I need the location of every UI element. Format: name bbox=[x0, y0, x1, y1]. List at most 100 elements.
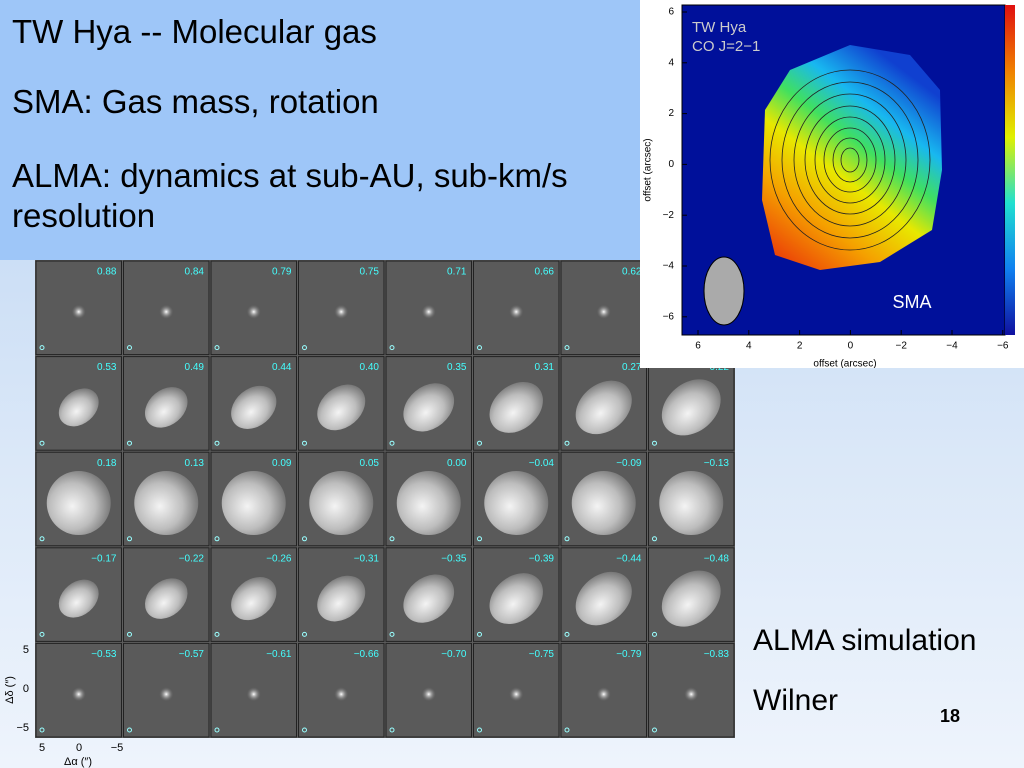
emission bbox=[659, 471, 724, 535]
velocity-label: 0.40 bbox=[360, 362, 380, 373]
beam bbox=[477, 536, 482, 542]
emission bbox=[134, 471, 199, 535]
colorbar bbox=[1005, 5, 1015, 335]
beam bbox=[39, 536, 45, 542]
emission bbox=[571, 471, 636, 535]
beam bbox=[564, 536, 570, 542]
emission bbox=[159, 687, 174, 702]
y-tick-label: 0 bbox=[23, 683, 29, 695]
page-number: 18 bbox=[940, 706, 961, 726]
side-label: Wilner bbox=[753, 684, 839, 717]
beam bbox=[652, 536, 657, 542]
y-tick-label: −2 bbox=[663, 210, 675, 221]
x-axis-label: Δα (″) bbox=[64, 756, 92, 768]
beam bbox=[39, 345, 45, 351]
emission bbox=[221, 471, 286, 535]
velocity-label: −0.53 bbox=[91, 649, 117, 660]
velocity-label: −0.83 bbox=[704, 649, 730, 660]
title-line: TW Hya -- Molecular gas bbox=[12, 13, 377, 50]
velocity-label: 0.75 bbox=[360, 267, 380, 278]
velocity-label: −0.66 bbox=[354, 649, 380, 660]
beam bbox=[652, 727, 657, 733]
emission bbox=[509, 687, 524, 702]
beam bbox=[302, 345, 307, 351]
velocity-label: −0.75 bbox=[529, 649, 555, 660]
y-tick-label: −4 bbox=[663, 261, 675, 272]
y-axis-label: offset (arcsec) bbox=[643, 138, 654, 201]
beam bbox=[214, 345, 220, 351]
y-tick-label: 0 bbox=[668, 159, 674, 170]
emission bbox=[317, 384, 366, 431]
emission bbox=[246, 304, 261, 319]
x-tick-label: −6 bbox=[997, 341, 1009, 352]
title-line: SMA: Gas mass, rotation bbox=[12, 83, 379, 120]
y-tick-label: 6 bbox=[668, 7, 674, 18]
beam bbox=[127, 345, 132, 351]
beam bbox=[39, 727, 45, 733]
x-tick-label: 5 bbox=[39, 742, 45, 754]
velocity-label: 0.62 bbox=[622, 267, 642, 278]
emission bbox=[58, 388, 99, 427]
beam bbox=[302, 536, 307, 542]
velocity-field bbox=[762, 45, 942, 270]
beam bbox=[127, 631, 132, 637]
emission bbox=[596, 304, 611, 319]
beam bbox=[564, 631, 570, 637]
instrument-label: SMA bbox=[892, 292, 931, 312]
x-tick-label: −4 bbox=[946, 341, 958, 352]
velocity-label: −0.09 bbox=[616, 458, 642, 469]
beam bbox=[127, 536, 132, 542]
beam bbox=[564, 345, 570, 351]
emission bbox=[575, 571, 632, 626]
velocity-label: −0.44 bbox=[616, 553, 642, 564]
emission bbox=[144, 578, 188, 619]
beam bbox=[389, 727, 395, 733]
emission bbox=[58, 579, 99, 618]
velocity-label: 0.53 bbox=[97, 362, 117, 373]
emission bbox=[334, 687, 349, 702]
velocity-label: 0.27 bbox=[622, 362, 642, 373]
emission bbox=[309, 471, 374, 535]
beam bbox=[214, 631, 220, 637]
emission bbox=[317, 575, 366, 622]
y-tick-label: −6 bbox=[663, 311, 675, 322]
emission bbox=[231, 385, 277, 429]
object-label: TW Hya bbox=[692, 19, 747, 36]
emission bbox=[684, 687, 699, 702]
beam bbox=[703, 256, 745, 326]
x-tick-label: 2 bbox=[797, 341, 803, 352]
emission bbox=[71, 304, 86, 319]
velocity-label: 0.09 bbox=[272, 458, 292, 469]
beam bbox=[389, 536, 395, 542]
beam bbox=[389, 631, 395, 637]
emission bbox=[575, 380, 632, 435]
beam bbox=[652, 631, 657, 637]
emission bbox=[489, 573, 543, 625]
emission bbox=[596, 687, 611, 702]
beam bbox=[564, 727, 570, 733]
emission bbox=[421, 687, 436, 702]
beam bbox=[564, 440, 570, 446]
velocity-label: 0.79 bbox=[272, 267, 292, 278]
x-tick-label: 0 bbox=[76, 742, 82, 754]
x-tick-label: 6 bbox=[695, 341, 701, 352]
y-tick-label: 2 bbox=[668, 108, 674, 119]
x-axis-label: offset (arcsec) bbox=[813, 359, 876, 368]
emission bbox=[661, 570, 721, 627]
beam bbox=[127, 727, 132, 733]
beam bbox=[477, 631, 482, 637]
velocity-label: −0.39 bbox=[529, 553, 555, 564]
contours bbox=[769, 69, 931, 251]
velocity-label: −0.31 bbox=[354, 553, 380, 564]
channel-cell bbox=[35, 547, 122, 642]
velocity-label: 0.31 bbox=[535, 362, 555, 373]
title-line: ALMA: dynamics at sub-AU, sub-km/s resol… bbox=[12, 157, 568, 234]
velocity-label: 0.88 bbox=[97, 267, 117, 278]
y-tick-label: −5 bbox=[16, 722, 29, 734]
emission bbox=[246, 687, 261, 702]
velocity-label: 0.13 bbox=[185, 458, 205, 469]
emission bbox=[159, 304, 174, 319]
x-tick-label: −5 bbox=[111, 742, 124, 754]
emission bbox=[144, 387, 188, 428]
y-tick-label: 4 bbox=[668, 57, 674, 68]
